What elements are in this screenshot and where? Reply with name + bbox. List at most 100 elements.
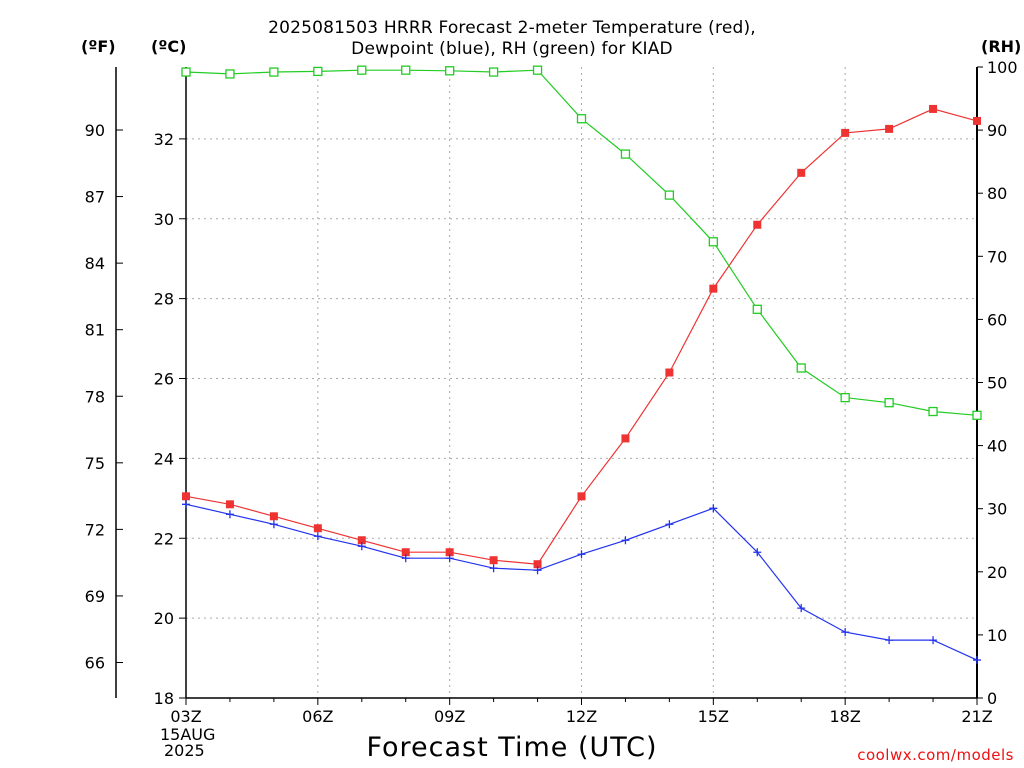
x-tick-label: 12Z [566, 707, 597, 726]
start-date-day: 15AUG [160, 725, 216, 744]
fahrenheit-tick-label: 87 [85, 188, 105, 207]
temperature-point [357, 536, 366, 545]
x-tick-label: 21Z [961, 707, 992, 726]
celsius-tick-label: 20 [154, 609, 174, 628]
x-tick-label: 15Z [698, 707, 729, 726]
rh-tick-label: 20 [987, 563, 1007, 582]
chart-title-line2: Dewpoint (blue), RH (green) for KIAD [351, 39, 673, 59]
rh-point [488, 67, 499, 77]
rh-point [576, 114, 587, 124]
rh-point [313, 66, 323, 77]
temperature-point [269, 512, 278, 521]
celsius-tick-label: 22 [154, 529, 174, 548]
fahrenheit-tick-label: 84 [85, 254, 105, 273]
rh-tick-label: 70 [987, 247, 1007, 266]
x-tick-label: 18Z [830, 707, 861, 726]
fahrenheit-tick-label: 75 [85, 454, 105, 473]
rh-point [664, 190, 675, 200]
temperature-point [577, 492, 586, 501]
dewpoint-point [313, 532, 322, 541]
dewpoint-point [709, 504, 718, 513]
dewpoint-point [885, 636, 894, 645]
dewpoint-point [841, 628, 850, 637]
celsius-tick-label: 18 [154, 689, 174, 708]
dewpoint-point [269, 520, 278, 529]
temperature-point [182, 492, 190, 501]
dewpoint-point [621, 536, 630, 545]
rh-point [401, 65, 411, 75]
rh-tick-label: 100 [987, 58, 1018, 77]
temperature-point [665, 368, 674, 377]
rh-point [840, 392, 850, 403]
temperature-point [401, 548, 410, 557]
celsius-tick-label: 28 [154, 290, 174, 309]
temperature-point [489, 556, 498, 565]
temperature-point [841, 128, 850, 137]
rh-tick-label: 30 [987, 500, 1007, 519]
temperature-point [973, 116, 981, 125]
fahrenheit-axis-label: (ºF) [81, 37, 116, 56]
fahrenheit-tick-label: 81 [85, 321, 105, 340]
rh-tick-label: 80 [987, 184, 1007, 203]
rh-point [884, 398, 894, 408]
fahrenheit-tick-label: 72 [85, 520, 105, 539]
dewpoint-point [577, 550, 586, 559]
temperature-point [445, 548, 454, 557]
celsius-tick-label: 30 [154, 210, 174, 229]
temperature-point [225, 500, 234, 509]
chart-title-line1: 2025081503 HRRR Forecast 2-meter Tempera… [268, 18, 756, 38]
x-tick-label: 03Z [170, 707, 201, 726]
temperature-point [313, 524, 322, 533]
start-date-year: 2025 [164, 741, 205, 760]
credit-link[interactable]: coolwx.com/models [857, 746, 1014, 764]
rh-tick-label: 40 [987, 437, 1007, 456]
rh-tick-label: 50 [987, 374, 1007, 393]
dewpoint-point [929, 636, 938, 645]
rh-point [752, 304, 762, 314]
dewpoint-point [665, 520, 674, 529]
rh-point [445, 66, 455, 76]
rh-point [972, 410, 982, 420]
dewpoint-point [445, 554, 454, 563]
rh-tick-label: 60 [987, 310, 1007, 329]
dewpoint-point [401, 554, 410, 563]
rh-point [708, 237, 718, 247]
dewpoint-point [973, 656, 981, 665]
rh-tick-label: 0 [987, 689, 997, 708]
rh-point [620, 149, 631, 159]
dewpoint-point [357, 542, 366, 551]
dewpoint-line [185, 503, 978, 661]
rh-point [181, 67, 191, 77]
temperature-point [797, 168, 806, 177]
temperature-point [885, 124, 894, 133]
temperature-point [533, 560, 542, 569]
celsius-tick-label: 26 [154, 370, 174, 389]
fahrenheit-tick-label: 69 [85, 587, 105, 606]
temperature-point [753, 220, 762, 229]
dewpoint-point [225, 510, 234, 519]
dewpoint-point [489, 564, 498, 573]
dewpoint-point [182, 500, 190, 509]
rh-point [269, 67, 279, 77]
rh-tick-label: 90 [987, 121, 1007, 140]
dewpoint-point [533, 566, 542, 575]
celsius-tick-label: 24 [154, 449, 174, 468]
dewpoint-point [753, 548, 762, 557]
x-axis-title: Forecast Time (UTC) [366, 732, 658, 763]
fahrenheit-tick-label: 78 [85, 387, 105, 406]
rh-point [357, 65, 367, 75]
temperature-point [709, 284, 718, 293]
dewpoint-point [797, 604, 806, 613]
rh-point [928, 406, 938, 417]
rh-point [225, 69, 235, 79]
rh-tick-label: 10 [987, 626, 1007, 645]
rh-point [796, 363, 806, 373]
x-tick-label: 09Z [434, 707, 465, 726]
rh-point [532, 65, 543, 75]
temperature-point [929, 104, 938, 113]
celsius-tick-label: 32 [154, 130, 174, 149]
fahrenheit-tick-label: 66 [85, 654, 105, 673]
temperature-point [621, 434, 630, 443]
fahrenheit-tick-label: 90 [85, 121, 105, 140]
